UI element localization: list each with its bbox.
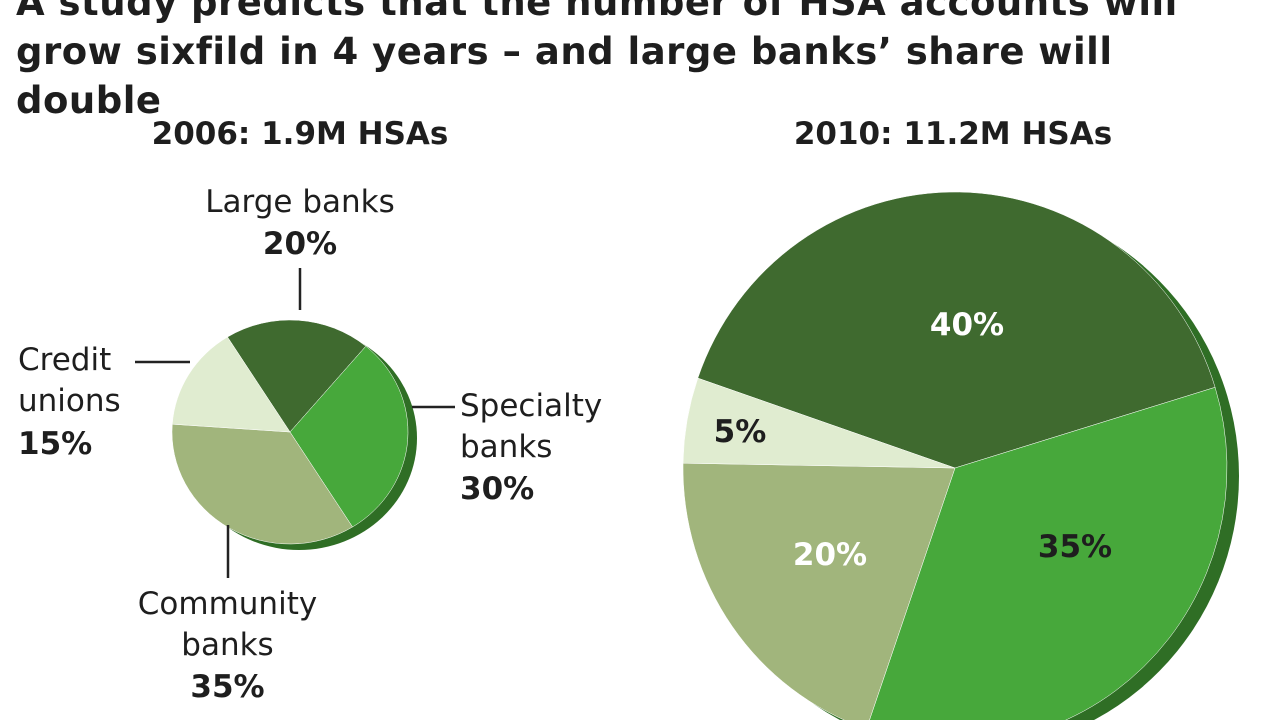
pie-slice xyxy=(682,377,956,469)
value-label: 30% xyxy=(460,471,535,507)
pie-slice xyxy=(171,423,353,545)
title: A study predicts that the number of HSA … xyxy=(16,0,1178,122)
category-label: Large banks xyxy=(205,184,395,220)
pie-title: 2006: 1.9M HSAs xyxy=(151,116,449,152)
value-label: 35% xyxy=(1037,529,1113,565)
pie-slice xyxy=(682,462,956,720)
value-label: 20% xyxy=(262,226,338,262)
value-label: 35% xyxy=(190,669,265,705)
value-label: 5% xyxy=(713,414,767,450)
category-label: Credit unions xyxy=(18,342,121,419)
leader-lines xyxy=(135,268,455,578)
value-label: 40% xyxy=(929,307,1005,343)
pie-slice xyxy=(172,336,291,433)
pie-slice xyxy=(697,191,1216,469)
pie-slice xyxy=(289,345,409,528)
pie-slice xyxy=(227,319,367,433)
pie-slice xyxy=(869,386,1228,720)
value-label: 20% xyxy=(792,537,868,573)
pie-title: 2010: 11.2M HSAs xyxy=(793,116,1113,152)
value-label: 15% xyxy=(18,426,93,462)
category-label: Specialty banks xyxy=(460,388,603,465)
category-label: Community banks xyxy=(137,586,318,663)
pies xyxy=(171,191,1239,720)
